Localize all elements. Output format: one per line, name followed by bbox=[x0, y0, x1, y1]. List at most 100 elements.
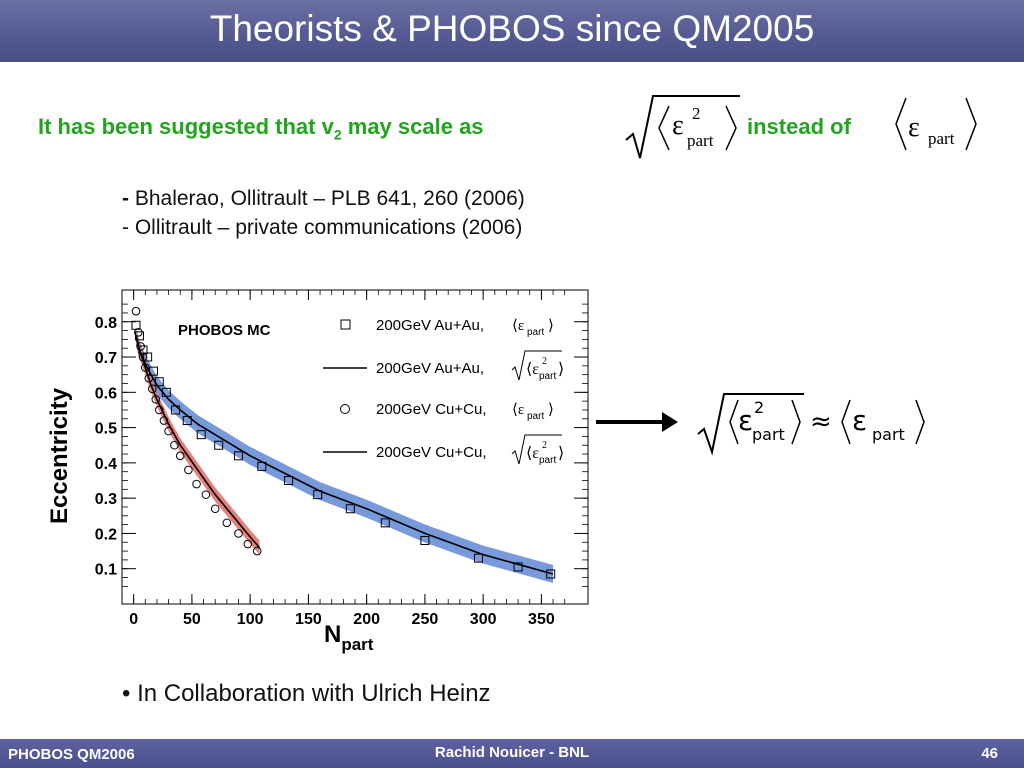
legend-label: 200GeV Cu+Cu, bbox=[376, 401, 487, 418]
data-point-circle bbox=[134, 328, 143, 337]
uncertainty-band bbox=[135, 326, 554, 584]
data-point-square bbox=[473, 553, 483, 563]
x-tick-label: 100 bbox=[237, 611, 264, 628]
data-point-square bbox=[345, 504, 355, 514]
data-point-square bbox=[138, 345, 148, 355]
slide-title: Theorists & PHOBOS since QM2005 bbox=[209, 8, 815, 49]
data-point-square bbox=[257, 461, 267, 471]
ref-dash: - bbox=[122, 216, 135, 239]
data-point-circle bbox=[243, 539, 253, 549]
legend-math-sup: 2 bbox=[542, 440, 547, 451]
data-point-square bbox=[546, 569, 556, 579]
data-point-circle bbox=[222, 518, 232, 528]
legend-marker-square bbox=[340, 319, 351, 330]
headline-post: may scale as bbox=[341, 114, 484, 139]
legend-math-sup: 2 bbox=[542, 356, 547, 367]
headline-pre: It has been suggested that v bbox=[38, 114, 334, 139]
approx-formula: ε 2 part ≈ ε part bbox=[596, 393, 925, 456]
legend-math-close: ⟩ bbox=[558, 445, 564, 462]
y-tick-label: 0.7 bbox=[95, 350, 117, 367]
sup-2: 2 bbox=[692, 104, 701, 123]
data-point-circle bbox=[136, 342, 145, 351]
y-tick-label: 0.8 bbox=[95, 315, 117, 332]
x-axis-label-sub: part bbox=[341, 635, 373, 654]
data-point-circle bbox=[141, 363, 150, 372]
data-point-square bbox=[161, 387, 171, 397]
data-point-square bbox=[182, 416, 192, 426]
data-point-square bbox=[154, 377, 164, 387]
y-axis-label: Eccentricity bbox=[46, 387, 73, 524]
eps-symbol: ε bbox=[908, 112, 920, 143]
data-point-square bbox=[380, 518, 390, 528]
data-point-circle bbox=[164, 426, 173, 436]
data-point-circle bbox=[175, 451, 185, 461]
eps-symbol: ε bbox=[738, 404, 753, 437]
data-point-square bbox=[420, 535, 430, 545]
chart-title: PHOBOS MC bbox=[178, 322, 271, 339]
bullet-collaboration: • In Collaboration with Ulrich Heinz bbox=[122, 680, 491, 707]
legend-math-sub: part bbox=[539, 455, 556, 466]
data-point-square bbox=[196, 430, 206, 440]
footer-left: PHOBOS QM2006 bbox=[8, 746, 135, 763]
reference-2: - Ollitrault – private communications (2… bbox=[122, 213, 525, 242]
data-point-square bbox=[513, 562, 523, 572]
footer-center: Rachid Nouicer - BNL bbox=[434, 744, 590, 761]
data-point-circle bbox=[154, 405, 164, 415]
data-point-circle bbox=[144, 373, 154, 383]
legend-label: 200GeV Au+Au, bbox=[376, 317, 484, 334]
data-point-square bbox=[148, 366, 158, 376]
eps-symbol: ε bbox=[672, 110, 684, 141]
legend-label: 200GeV Cu+Cu, bbox=[376, 444, 487, 461]
data-point-square bbox=[171, 405, 181, 415]
eps-symbol: ε bbox=[852, 404, 867, 437]
x-tick-label: 50 bbox=[183, 611, 201, 628]
headline-instead-of: instead of bbox=[747, 114, 851, 139]
plot-frame bbox=[121, 289, 589, 605]
legend-math: ⟨ε bbox=[512, 402, 524, 418]
headline-sub: 2 bbox=[333, 126, 342, 143]
headline: It has been suggested that v2 may scale … bbox=[38, 114, 484, 142]
legend-sqrt bbox=[511, 350, 562, 381]
data-point-square bbox=[214, 440, 224, 450]
legend-math: ⟨ε bbox=[526, 445, 539, 462]
reference-1: - Bhalerao, Ollitrault – PLB 641, 260 (2… bbox=[122, 184, 525, 213]
sub-part: part bbox=[687, 131, 714, 150]
approx-symbol: ≈ bbox=[810, 407, 832, 437]
data-point-square bbox=[234, 451, 243, 461]
legend-math-close: ⟩ bbox=[548, 318, 554, 334]
y-tick-label: 0.2 bbox=[95, 526, 117, 543]
x-axis-label-main: N bbox=[324, 621, 341, 648]
uncertainty-band bbox=[135, 328, 260, 555]
legend-math-sub: part bbox=[527, 327, 544, 338]
arrow-head bbox=[662, 412, 678, 432]
data-point-circle bbox=[151, 395, 161, 404]
title-bar: Theorists & PHOBOS since QM2005 bbox=[0, 0, 1024, 62]
ref-text: Ollitrault – private communications (200… bbox=[134, 216, 523, 239]
legend-sqrt bbox=[511, 434, 562, 465]
legend-math-close: ⟩ bbox=[558, 361, 564, 378]
x-tick-label: 250 bbox=[412, 611, 439, 628]
series-line bbox=[135, 335, 554, 575]
data-point-circle bbox=[131, 306, 141, 316]
y-tick-label: 0.4 bbox=[95, 456, 117, 473]
footer: PHOBOS QM2006 Rachid Nouicer - BNL 46 bbox=[0, 739, 1024, 768]
legend-math: ⟨ε bbox=[512, 318, 524, 334]
data-point-square bbox=[134, 331, 144, 341]
references: - Bhalerao, Ollitrault – PLB 641, 260 (2… bbox=[122, 184, 525, 242]
sub-part: part bbox=[872, 425, 905, 444]
x-tick-label: 150 bbox=[295, 611, 322, 628]
data-point-square bbox=[143, 352, 153, 362]
data-point-circle bbox=[147, 384, 157, 394]
sub-part: part bbox=[752, 425, 785, 444]
mean-eps-formula: ε part bbox=[895, 97, 977, 151]
data-point-circle bbox=[234, 529, 243, 538]
legend-label: 200GeV Au+Au, bbox=[376, 360, 484, 377]
sqrt-eps2-formula: ε 2 part bbox=[625, 95, 740, 159]
x-tick-label: 300 bbox=[470, 611, 497, 628]
x-tick-label: 0 bbox=[129, 611, 138, 628]
ref-text: Bhalerao, Ollitrault – PLB 641, 260 (200… bbox=[129, 187, 525, 210]
data-point-circle bbox=[192, 479, 201, 489]
legend-marker-circle bbox=[340, 404, 350, 414]
series-line bbox=[135, 335, 261, 549]
x-axis-label: Npart bbox=[324, 621, 374, 654]
